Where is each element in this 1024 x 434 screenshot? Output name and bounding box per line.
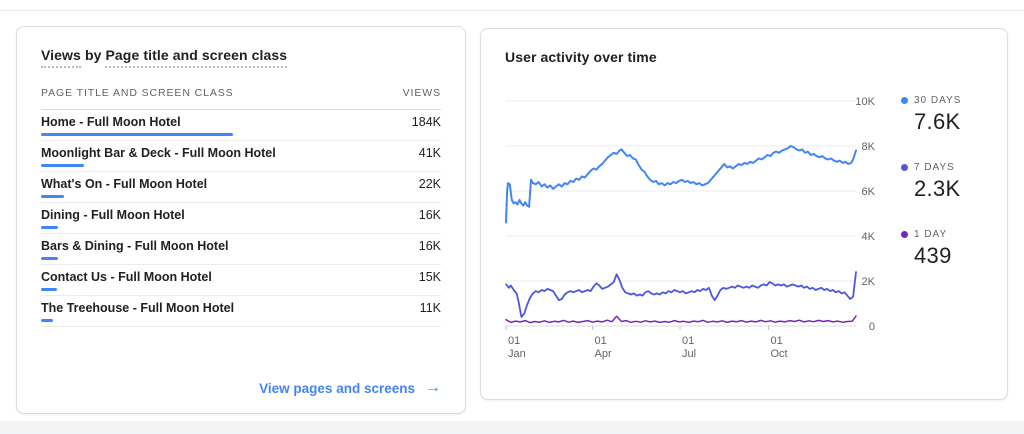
legend-value: 2.3K	[914, 176, 961, 201]
row-bar	[41, 195, 64, 198]
svg-text:Jul: Jul	[682, 348, 696, 360]
svg-text:8K: 8K	[862, 141, 876, 153]
column-header-page-title[interactable]: PAGE TITLE AND SCREEN CLASS	[41, 87, 234, 99]
svg-text:10K: 10K	[855, 96, 875, 108]
table-row: Dining - Full Moon Hotel 16K	[41, 203, 441, 234]
legend-label: 7 DAYS	[914, 162, 955, 173]
row-bar	[41, 288, 57, 291]
svg-text:01: 01	[595, 335, 607, 347]
views-by-page-card: Views by Page title and screen class PAG…	[16, 26, 466, 414]
legend-label: 30 DAYS	[914, 95, 962, 106]
row-title: Moonlight Bar & Deck - Full Moon Hotel	[41, 146, 276, 160]
row-value: 184K	[411, 115, 441, 129]
svg-text:01: 01	[508, 335, 520, 347]
svg-text:01: 01	[771, 335, 783, 347]
dimension-selector[interactable]: Page title and screen class	[105, 47, 288, 68]
row-bar	[41, 133, 233, 136]
row-title: Dining - Full Moon Hotel	[41, 208, 185, 222]
row-bar	[41, 164, 84, 167]
view-pages-and-screens-link[interactable]: View pages and screens →	[259, 379, 441, 397]
view-link-label: View pages and screens	[259, 380, 415, 396]
legend-value: 439	[914, 243, 952, 268]
row-title: Bars & Dining - Full Moon Hotel	[41, 239, 229, 253]
row-value: 16K	[418, 208, 441, 222]
page-background-strip	[0, 421, 1024, 434]
svg-text:6K: 6K	[862, 186, 876, 198]
row-bar	[41, 319, 53, 322]
svg-text:2K: 2K	[862, 276, 876, 288]
row-value: 11K	[419, 301, 441, 315]
svg-text:01: 01	[682, 335, 694, 347]
legend-item-7-days[interactable]: 7 DAYS 2.3K	[901, 162, 997, 202]
legend-value: 7.6K	[914, 109, 961, 134]
svg-text:4K: 4K	[862, 231, 876, 243]
row-value: 16K	[418, 239, 441, 253]
table-row: The Treehouse - Full Moon Hotel 11K	[41, 296, 441, 327]
row-value: 41K	[418, 146, 441, 160]
table-row: What's On - Full Moon Hotel 22K	[41, 172, 441, 203]
table-row: Moonlight Bar & Deck - Full Moon Hotel 4…	[41, 141, 441, 172]
legend-dot	[901, 231, 908, 238]
row-bar	[41, 257, 58, 260]
user-activity-card: User activity over time 10K 8K 6K 4K 2K 0 01 Ja…	[480, 28, 1008, 400]
row-title: The Treehouse - Full Moon Hotel	[41, 301, 235, 315]
activity-card-title: User activity over time	[505, 49, 657, 65]
table-row: Contact Us - Full Moon Hotel 15K	[41, 265, 441, 296]
row-bar	[41, 226, 58, 229]
svg-text:Jan: Jan	[508, 348, 526, 360]
views-metric-label[interactable]: Views	[41, 47, 81, 68]
svg-text:0: 0	[869, 321, 875, 333]
table-row: Bars & Dining - Full Moon Hotel 16K	[41, 234, 441, 265]
row-title: What's On - Full Moon Hotel	[41, 177, 208, 191]
svg-text:Apr: Apr	[595, 348, 612, 360]
row-title: Contact Us - Full Moon Hotel	[41, 270, 212, 284]
legend-dot	[901, 164, 908, 171]
row-value: 15K	[418, 270, 441, 284]
svg-text:Oct: Oct	[771, 348, 788, 360]
arrow-right-icon: →	[425, 379, 441, 396]
legend-item-1-day[interactable]: 1 DAY 439	[901, 229, 997, 269]
column-header-views[interactable]: VIEWS	[402, 87, 441, 99]
row-value: 22K	[418, 177, 441, 191]
row-title: Home - Full Moon Hotel	[41, 115, 181, 129]
legend-label: 1 DAY	[914, 229, 948, 240]
table-row: Home - Full Moon Hotel 184K	[41, 110, 441, 141]
legend-dot	[901, 97, 908, 104]
legend-item-30-days[interactable]: 30 DAYS 7.6K	[901, 95, 997, 135]
section-divider	[0, 10, 1024, 11]
views-card-title: Views by Page title and screen class	[41, 47, 441, 68]
views-title-connector: by	[84, 47, 102, 63]
table-header: PAGE TITLE AND SCREEN CLASS VIEWS	[41, 87, 441, 110]
chart-legend: 30 DAYS 7.6K 7 DAYS 2.3K 1 DAY 439	[901, 95, 997, 296]
